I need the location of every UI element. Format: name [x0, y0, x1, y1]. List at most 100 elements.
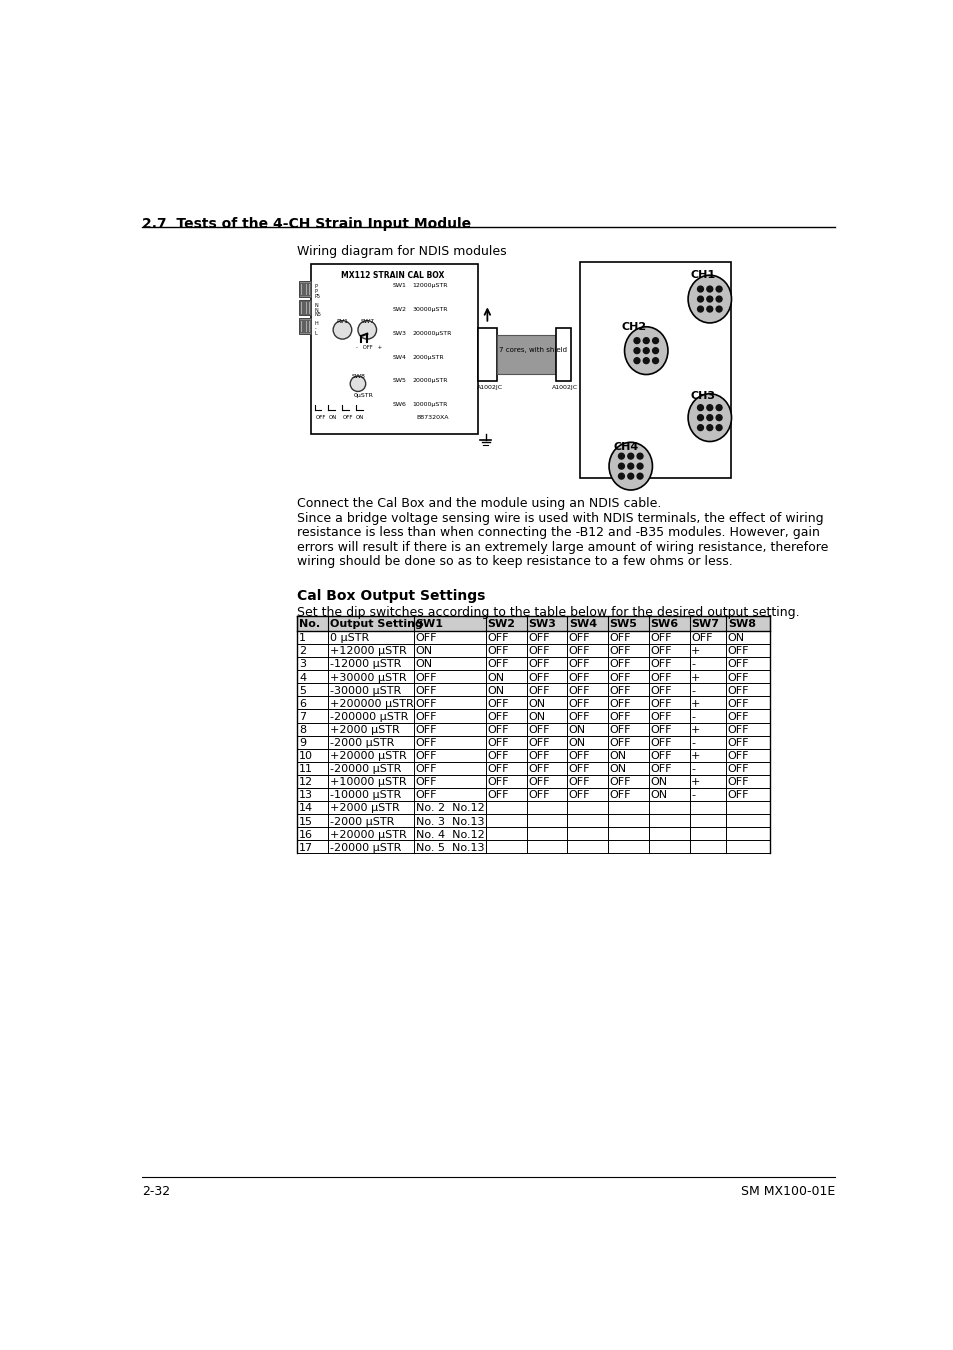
- Text: Since a bridge voltage sensing wire is used with NDIS terminals, the effect of w: Since a bridge voltage sensing wire is u…: [297, 512, 823, 525]
- Text: OFF: OFF: [416, 751, 436, 761]
- Text: 9: 9: [298, 738, 306, 748]
- Text: OFF: OFF: [487, 725, 508, 734]
- Text: OFF: OFF: [487, 764, 508, 774]
- Text: OFF: OFF: [650, 711, 671, 722]
- Text: OFF: OFF: [528, 686, 549, 695]
- Text: OFF: OFF: [727, 686, 748, 695]
- Text: OFF: OFF: [727, 711, 748, 722]
- Text: 14: 14: [298, 803, 313, 814]
- Bar: [497, 335, 555, 374]
- Text: -: -: [690, 686, 695, 695]
- Text: ON: ON: [528, 711, 545, 722]
- Ellipse shape: [687, 394, 731, 441]
- Text: -10000 μSTR: -10000 μSTR: [330, 790, 401, 801]
- Text: ON: ON: [487, 686, 504, 695]
- Text: OFF: OFF: [650, 647, 671, 656]
- Text: SW6: SW6: [650, 618, 678, 629]
- Text: OFF: OFF: [568, 711, 590, 722]
- Bar: [308, 320, 310, 332]
- Text: SW4: SW4: [568, 618, 597, 629]
- Text: 30000μSTR: 30000μSTR: [412, 306, 447, 312]
- Text: +: +: [690, 699, 700, 709]
- Bar: [299, 284, 301, 296]
- Text: errors will result if there is an extremely large amount of wiring resistance, t: errors will result if there is an extrem…: [297, 541, 828, 554]
- Text: Connect the Cal Box and the module using an NDIS cable.: Connect the Cal Box and the module using…: [297, 497, 661, 510]
- Text: N: N: [314, 308, 318, 313]
- Text: OFF: OFF: [727, 790, 748, 801]
- Bar: [299, 301, 301, 313]
- Text: -200000 μSTR: -200000 μSTR: [330, 711, 408, 722]
- Text: OFF: OFF: [609, 672, 631, 683]
- Circle shape: [697, 296, 702, 302]
- Circle shape: [642, 338, 648, 343]
- Text: OFF: OFF: [487, 790, 508, 801]
- Text: SW5: SW5: [609, 618, 637, 629]
- Text: 11: 11: [298, 764, 313, 774]
- Text: ON: ON: [487, 672, 504, 683]
- Bar: [298, 281, 311, 297]
- Text: 16: 16: [298, 830, 313, 840]
- Text: ON: ON: [609, 764, 626, 774]
- Text: OFF: OFF: [568, 751, 590, 761]
- Text: OFF: OFF: [727, 751, 748, 761]
- Bar: [308, 301, 310, 313]
- Text: OFF: OFF: [487, 633, 508, 643]
- Text: ON: ON: [416, 659, 433, 670]
- Circle shape: [706, 425, 712, 431]
- Text: OFF: OFF: [416, 738, 436, 748]
- Text: +10000 μSTR: +10000 μSTR: [330, 778, 406, 787]
- Text: OFF: OFF: [528, 672, 549, 683]
- Text: ON: ON: [328, 414, 336, 420]
- Bar: [308, 284, 310, 296]
- Text: +30000 μSTR: +30000 μSTR: [330, 672, 406, 683]
- Text: N5: N5: [314, 312, 321, 317]
- Text: ON: ON: [568, 725, 585, 734]
- Circle shape: [716, 296, 721, 302]
- Text: OFF: OFF: [487, 699, 508, 709]
- Text: P: P: [314, 285, 317, 289]
- Text: ON: ON: [528, 699, 545, 709]
- Text: OFF: OFF: [609, 711, 631, 722]
- Text: SW3: SW3: [393, 331, 406, 336]
- Text: OFF: OFF: [727, 647, 748, 656]
- Text: Output Setting: Output Setting: [330, 618, 422, 629]
- Circle shape: [618, 463, 624, 468]
- Text: OFF: OFF: [568, 672, 590, 683]
- Text: OFF: OFF: [487, 778, 508, 787]
- Text: 20000μSTR: 20000μSTR: [412, 378, 447, 383]
- Text: Set the dip switches according to the table below for the desired output setting: Set the dip switches according to the ta…: [297, 606, 800, 620]
- Text: +: +: [690, 672, 700, 683]
- Text: +2000 μSTR: +2000 μSTR: [330, 725, 399, 734]
- Text: N: N: [314, 302, 318, 308]
- Text: 2: 2: [298, 647, 306, 656]
- Text: ON: ON: [650, 778, 667, 787]
- Text: OFF: OFF: [342, 414, 353, 420]
- Circle shape: [357, 320, 376, 339]
- Text: OFF: OFF: [568, 686, 590, 695]
- Text: OFF: OFF: [487, 738, 508, 748]
- Ellipse shape: [687, 275, 731, 323]
- Ellipse shape: [624, 327, 667, 374]
- Circle shape: [618, 474, 624, 479]
- Text: OFF: OFF: [528, 659, 549, 670]
- Circle shape: [716, 414, 721, 421]
- Text: CH4: CH4: [613, 443, 639, 452]
- Text: +20000 μSTR: +20000 μSTR: [330, 751, 406, 761]
- Text: 10: 10: [298, 751, 313, 761]
- Text: SW8: SW8: [352, 374, 365, 379]
- Circle shape: [697, 405, 702, 410]
- Text: 7 cores, with shield: 7 cores, with shield: [498, 347, 566, 352]
- Text: A1002JC: A1002JC: [476, 385, 502, 390]
- Text: OFF: OFF: [528, 725, 549, 734]
- Text: -   OFF   +: - OFF +: [356, 346, 382, 350]
- Text: 0μSTR: 0μSTR: [354, 393, 374, 398]
- Text: +20000 μSTR: +20000 μSTR: [330, 830, 406, 840]
- Text: OFF: OFF: [487, 751, 508, 761]
- Text: 10000μSTR: 10000μSTR: [412, 402, 447, 408]
- Bar: [477, 328, 497, 382]
- Text: -20000 μSTR: -20000 μSTR: [330, 764, 401, 774]
- Text: Wiring diagram for NDIS modules: Wiring diagram for NDIS modules: [297, 246, 507, 258]
- Text: OFF: OFF: [568, 764, 590, 774]
- Bar: [305, 320, 307, 332]
- Text: CH3: CH3: [690, 392, 715, 401]
